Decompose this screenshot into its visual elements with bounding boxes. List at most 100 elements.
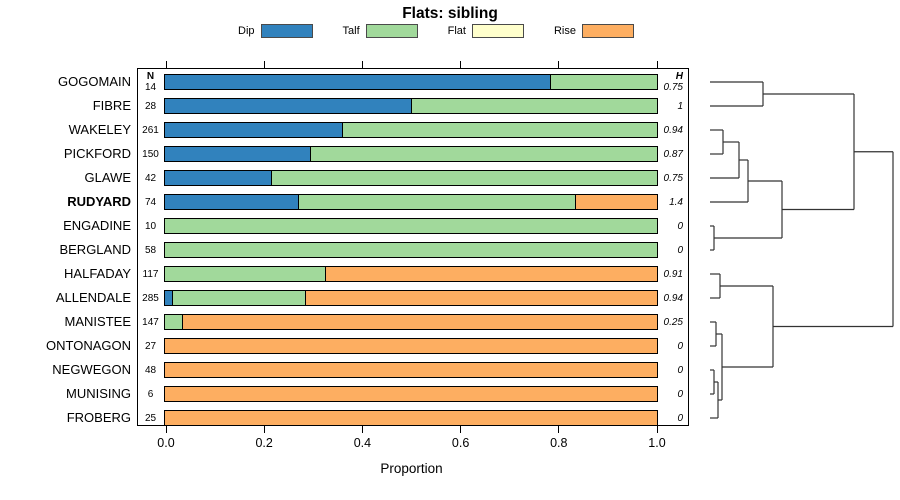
bar-munising <box>164 386 658 402</box>
bar-segment-rise <box>182 315 657 329</box>
bar-segment-talf <box>165 219 657 233</box>
category-label: HALFADAY <box>64 266 131 281</box>
legend-label-talf: Talf <box>342 25 360 37</box>
h-value: 0.94 <box>663 125 683 136</box>
bar-segment-dip <box>165 99 411 113</box>
category-label: MANISTEE <box>64 314 131 329</box>
bar-allendale <box>164 290 658 306</box>
x-tick-top <box>558 61 560 68</box>
x-tick-top <box>165 61 167 68</box>
h-value: 0.25 <box>663 317 683 328</box>
bar-fibre <box>164 98 658 114</box>
h-value: 0.75 <box>663 82 683 93</box>
category-label: ALLENDALE <box>55 290 131 305</box>
bar-froberg <box>164 410 658 426</box>
x-tick-bottom <box>165 426 167 433</box>
legend-swatch-flat <box>471 24 524 38</box>
n-column-header: N <box>146 71 155 82</box>
category-label: NEGWEGON <box>52 362 131 377</box>
n-value: 48 <box>144 365 157 376</box>
legend-item-rise: Rise <box>554 24 634 38</box>
legend-label-flat: Flat <box>447 25 466 37</box>
n-value: 285 <box>142 293 159 304</box>
chart-title: Flats: sibling <box>402 5 498 22</box>
category-label: BERGLAND <box>59 242 131 257</box>
bar-segment-talf <box>270 171 657 185</box>
bar-segment-rise <box>574 195 657 209</box>
category-label: FIBRE <box>92 98 131 113</box>
bar-segment-rise <box>165 363 657 377</box>
h-value: 0.87 <box>663 149 683 160</box>
bar-segment-dip <box>165 291 173 305</box>
legend: Dip Talf Flat Rise <box>0 24 886 38</box>
bar-segment-rise <box>165 339 657 353</box>
h-value: 0 <box>677 341 683 352</box>
bar-segment-rise <box>165 387 657 401</box>
bar-segment-dip <box>165 195 298 209</box>
bar-wakeley <box>164 122 658 138</box>
x-tick-label: 0.4 <box>353 436 372 450</box>
legend-swatch-dip <box>260 24 313 38</box>
bar-bergland <box>164 242 658 258</box>
category-label: PICKFORD <box>63 146 131 161</box>
h-column-header: H <box>675 71 683 82</box>
legend-label-dip: Dip <box>238 25 255 37</box>
x-tick-label: 0.2 <box>255 436 273 450</box>
bar-segment-talf <box>410 99 657 113</box>
bar-engadine <box>164 218 658 234</box>
bar-negwegon <box>164 362 658 378</box>
bar-glawe <box>164 170 658 186</box>
h-value: 0 <box>677 245 683 256</box>
category-label: GLAWE <box>84 170 131 185</box>
legend-item-flat: Flat <box>448 24 524 38</box>
h-value: 0 <box>677 365 683 376</box>
n-value: 42 <box>144 173 157 184</box>
bar-ontonagon <box>164 338 658 354</box>
x-tick-label: 1.0 <box>648 436 666 450</box>
x-tick-label: 0.0 <box>157 436 175 450</box>
bar-segment-dip <box>165 123 342 137</box>
h-value: 0.75 <box>663 173 683 184</box>
category-label: FROBERG <box>66 410 131 425</box>
bar-segment-rise <box>165 411 657 425</box>
bar-rudyard <box>164 194 658 210</box>
x-tick-bottom <box>460 426 462 433</box>
x-tick-label: 0.6 <box>451 436 470 450</box>
x-tick-bottom <box>656 426 658 433</box>
bar-segment-dip <box>165 147 310 161</box>
x-axis-label: Proportion <box>380 461 443 476</box>
bar-segment-talf <box>341 123 657 137</box>
bar-segment-dip <box>165 75 551 89</box>
h-value: 0 <box>677 413 683 424</box>
category-label: ONTONAGON <box>46 338 131 353</box>
n-value: 117 <box>142 269 159 280</box>
legend-item-dip: Dip <box>238 24 313 38</box>
n-value: 25 <box>144 413 157 424</box>
legend-swatch-rise <box>582 24 634 38</box>
n-value: 6 <box>147 389 154 400</box>
x-tick-top <box>460 61 462 68</box>
bar-gogomain <box>164 74 658 90</box>
x-tick-bottom <box>558 426 560 433</box>
bar-segment-talf <box>172 291 305 305</box>
n-column-header-and-value: N 14 <box>137 71 164 93</box>
bar-pickford <box>164 146 658 162</box>
category-label: WAKELEY <box>68 122 131 137</box>
n-value: 261 <box>142 125 159 136</box>
category-label: ENGADINE <box>63 218 131 233</box>
h-column-header-and-value: H 0.75 <box>630 71 683 93</box>
h-value: 0.91 <box>663 269 683 280</box>
h-value: 1 <box>677 101 683 112</box>
h-value: 1.4 <box>669 197 683 208</box>
x-tick-top <box>656 61 658 68</box>
bar-segment-talf <box>309 147 657 161</box>
x-tick-top <box>263 61 265 68</box>
n-value: 150 <box>142 149 159 160</box>
bar-segment-talf <box>165 267 325 281</box>
n-value: 14 <box>144 82 157 93</box>
category-label: RUDYARD <box>67 194 131 209</box>
n-value: 74 <box>144 197 157 208</box>
n-value: 28 <box>144 101 157 112</box>
h-value: 0 <box>677 221 683 232</box>
